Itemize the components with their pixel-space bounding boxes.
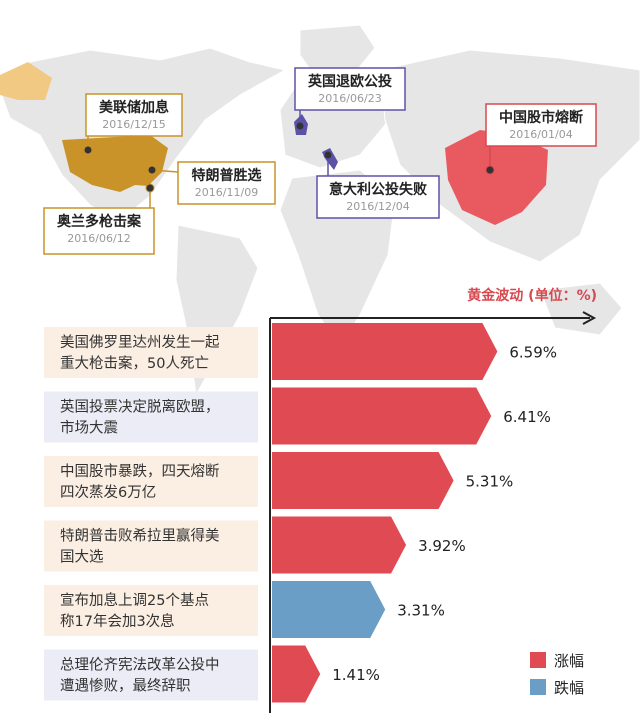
category-label-bg <box>44 456 258 507</box>
data-label: 1.41% <box>332 666 380 684</box>
callout-box <box>85 93 183 137</box>
event-title: 特朗普胜选 <box>192 167 262 184</box>
legend-label: 跌幅 <box>554 679 584 697</box>
data-label: 6.41% <box>503 408 551 426</box>
callout-box <box>294 67 406 111</box>
event-marker <box>83 145 93 155</box>
event-title: 中国股市熔断 <box>499 109 583 126</box>
event-callout: 特朗普胜选 2016/11/09 <box>147 161 276 205</box>
event-date: 2016/11/09 <box>195 186 258 199</box>
event-date: 2016/06/23 <box>318 92 381 105</box>
category-label-bg <box>44 391 258 443</box>
data-label: 3.92% <box>418 537 466 555</box>
bar <box>272 645 321 703</box>
data-label: 5.31% <box>466 473 514 491</box>
data-label: 6.59% <box>509 344 557 362</box>
event-callout: 中国股市熔断 2016/01/04 <box>485 103 597 175</box>
event-marker <box>145 183 155 193</box>
callout-box <box>485 103 597 147</box>
event-marker <box>147 165 157 175</box>
bar <box>272 323 498 380</box>
map-china-highlight <box>445 130 548 225</box>
category-label: 中国股市暴跌，四天熔断 <box>60 463 220 480</box>
category-label: 宣布加息上调25个基点 <box>60 592 209 609</box>
bar <box>272 516 407 574</box>
event-marker <box>485 165 495 175</box>
bar <box>272 452 454 509</box>
event-marker <box>295 121 305 131</box>
category-label: 重大枪击案，50人死亡 <box>60 354 209 372</box>
chart-title: 黄金波动 (单位：%) <box>467 287 597 304</box>
category-label: 称17年会加3次息 <box>60 613 175 630</box>
category-label: 四次蒸发6万亿 <box>60 484 156 501</box>
category-label: 总理伦齐宪法改革公投中 <box>60 656 220 674</box>
event-callout: 英国退欧公投 2016/06/23 <box>294 67 406 131</box>
map-alaska-highlight <box>0 62 52 100</box>
callout-box <box>177 161 276 205</box>
event-callout: 美联储加息 2016/12/15 <box>83 93 183 155</box>
data-label: 3.31% <box>397 602 445 620</box>
legend-label: 涨幅 <box>554 652 584 670</box>
event-callout: 意大利公投失败 2016/12/04 <box>316 150 440 219</box>
event-date: 2016/06/12 <box>67 232 130 245</box>
category-label-bg <box>44 649 258 701</box>
event-marker <box>323 150 333 160</box>
event-title: 奥兰多枪击案 <box>57 213 142 230</box>
category-label-bg <box>44 585 258 636</box>
category-label: 国大选 <box>60 549 104 566</box>
category-label: 特朗普击败希拉里赢得美 <box>60 528 220 545</box>
event-date: 2016/12/04 <box>346 200 409 213</box>
event-title: 意大利公投失败 <box>329 181 428 198</box>
bar <box>272 581 386 638</box>
event-date: 2016/12/15 <box>102 118 165 131</box>
map-australia <box>539 282 623 336</box>
callout-box <box>316 175 440 219</box>
legend-swatch <box>530 679 546 695</box>
category-label-bg <box>44 520 258 572</box>
event-title: 美联储加息 <box>99 99 169 116</box>
bar <box>272 387 492 445</box>
category-label: 美国佛罗里达州发生一起 <box>60 334 220 351</box>
event-title: 英国退欧公投 <box>307 73 392 90</box>
category-label: 遭遇惨败，最终辞职 <box>60 678 191 695</box>
x-axis-arrow <box>582 311 597 325</box>
callout-box <box>43 207 155 255</box>
category-label-bg <box>44 327 258 378</box>
event-date: 2016/01/04 <box>509 128 572 141</box>
map-events: 美联储加息 2016/12/15 特朗普胜选 2016/11/09 奥兰多枪击案 2016… <box>43 67 597 255</box>
event-callout: 奥兰多枪击案 2016/06/12 <box>43 183 155 255</box>
category-label: 市场大震 <box>60 420 118 437</box>
category-label: 英国投票决定脱离欧盟， <box>60 398 220 416</box>
legend-swatch <box>530 652 546 668</box>
